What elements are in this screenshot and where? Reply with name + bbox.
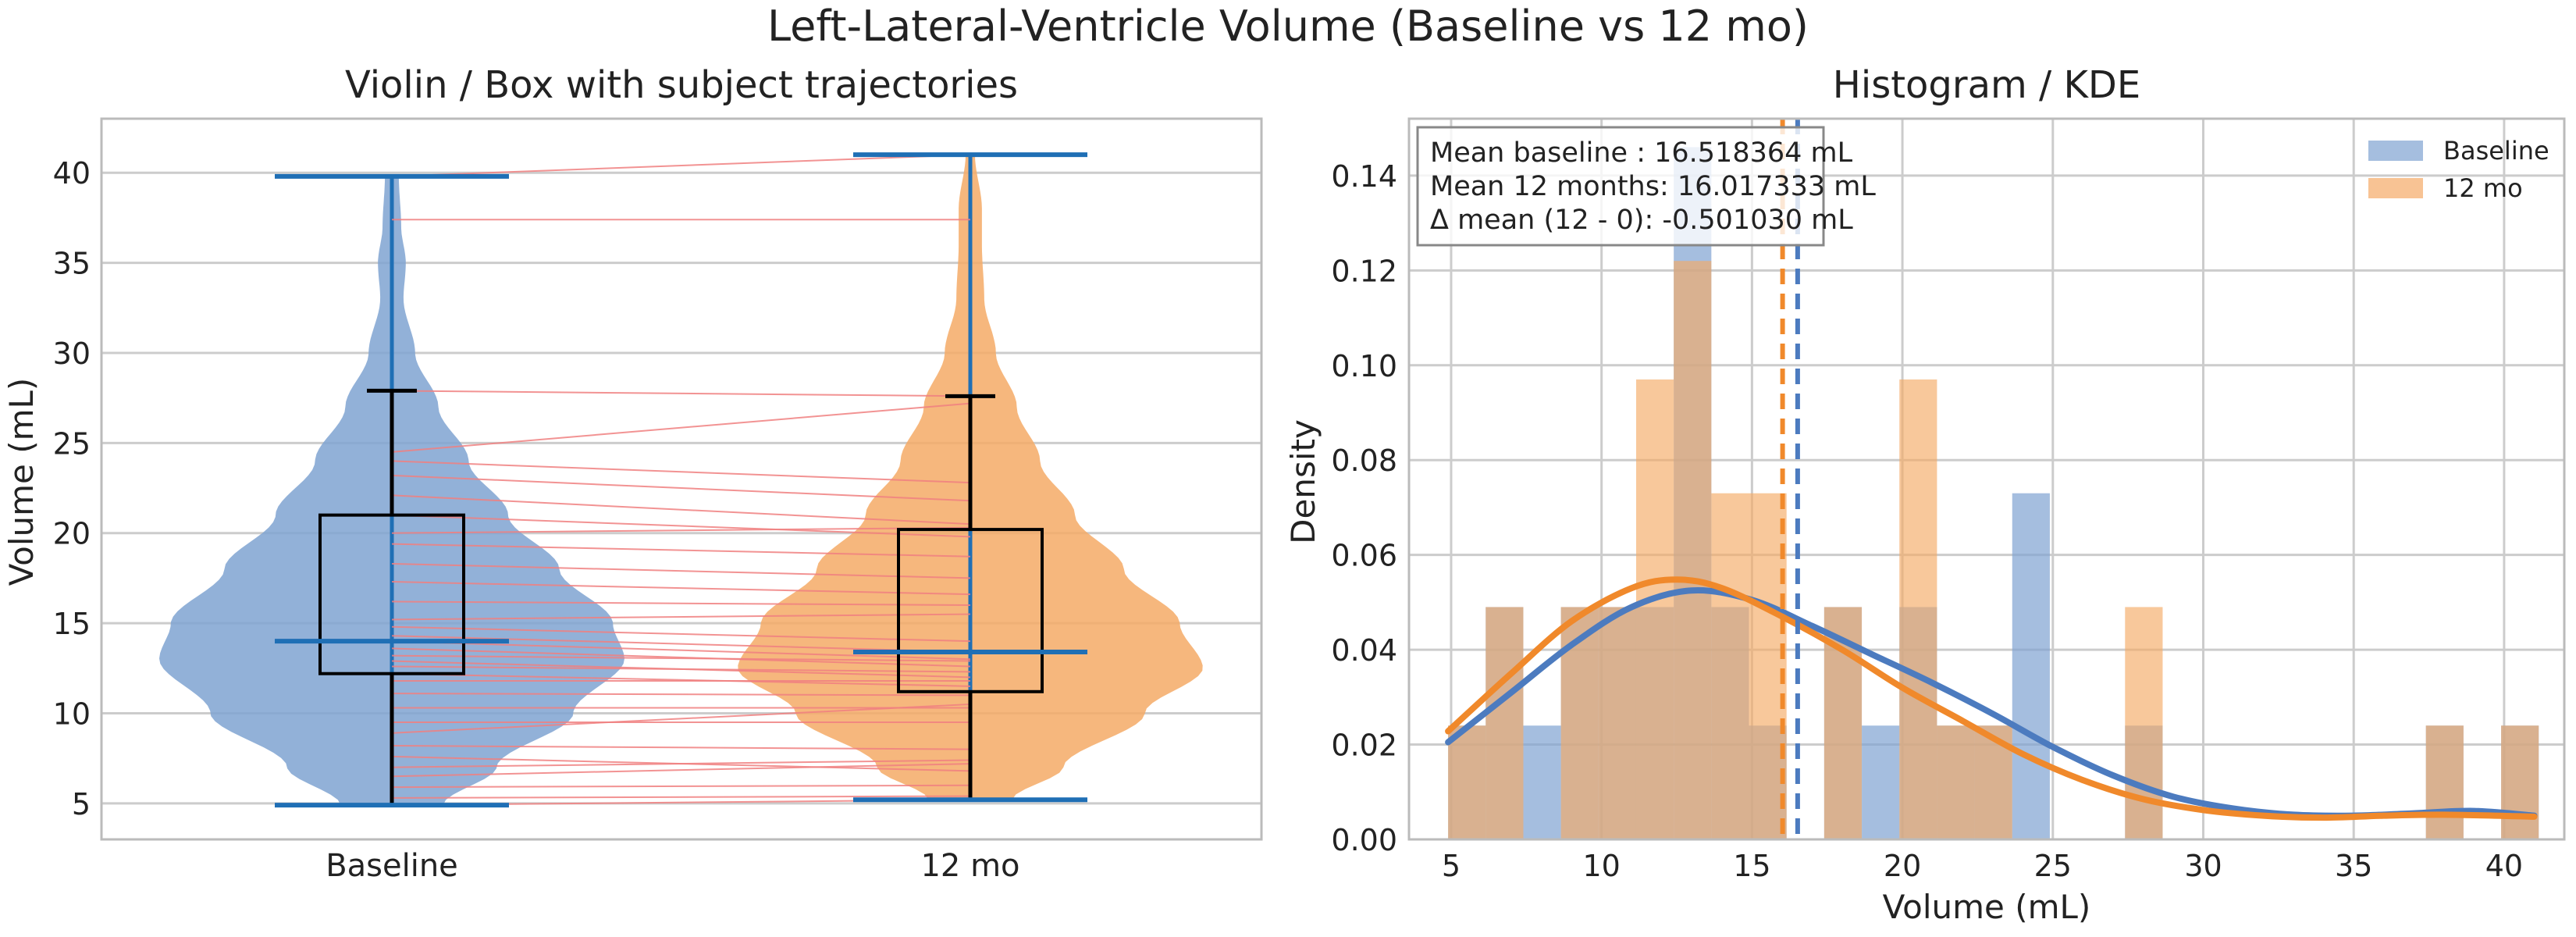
annotation-line-mean-12-months: Mean 12 months: 16.017333 mL (1430, 171, 1876, 202)
x-tick-label-30: 30 (2184, 849, 2222, 883)
histogram-kde-chart: Histogram / KDE Density Volume (mL) 5 10 1… (1284, 63, 2566, 926)
annotation-box-frame (1416, 126, 1825, 247)
trajectory-line (391, 693, 971, 697)
trajectory-line (391, 460, 971, 484)
trajectory-line (391, 526, 971, 534)
annotation-line-mean-baseline: Mean baseline : 16.518364 mL (1430, 137, 1853, 169)
histogram-chart-ylabel: Density (1284, 419, 1322, 544)
trajectory-line (391, 795, 971, 799)
histogram-chart-xlabel: Volume (mL) (1883, 888, 2091, 926)
trajectory-line (391, 474, 971, 502)
y-tick-label-35: 35 (53, 247, 91, 281)
trajectory-line (391, 784, 971, 789)
trajectory-line (391, 613, 971, 621)
violin-axis-ticks: 5 10 15 20 25 30 35 40 Baseline 12 mo (53, 156, 1020, 884)
trajectory-line (391, 562, 971, 579)
x-tick-label-baseline: Baseline (326, 848, 458, 884)
y-tick-label-40: 40 (53, 156, 91, 191)
box-iqr-1 (897, 528, 1044, 693)
x-tick-label-12-mo: 12 mo (920, 848, 1019, 884)
kde-curves (1445, 576, 2538, 821)
trajectory-line (391, 665, 971, 673)
violin-plot-frame (100, 117, 1263, 841)
y-tick-label-6: 0.12 (1331, 254, 1397, 288)
y-tick-label-5: 0.10 (1331, 349, 1397, 383)
trajectory-line (391, 154, 971, 177)
y-tick-label-20: 20 (53, 517, 91, 551)
y-tick-label-30: 30 (53, 337, 91, 371)
mean-annotation-box: Mean baseline : 16.518364 mL Mean 12 mon… (1416, 126, 1876, 247)
trajectory-line (391, 745, 971, 750)
x-tick-label-5: 5 (1442, 849, 1461, 883)
trajectory-line (391, 600, 971, 607)
violin-chart-title: Violin / Box with subject trajectories (345, 63, 1018, 107)
histogram-bar-baseline (1523, 725, 1561, 839)
box-iqr-0 (318, 513, 465, 675)
trajectory-line (391, 390, 971, 397)
histogram-bar-12-mo (1448, 725, 1486, 839)
y-tick-label-10: 10 (53, 697, 91, 731)
trajectory-line (391, 763, 971, 778)
y-tick-label-0: 0.00 (1331, 823, 1397, 857)
violin-chart-ylabel: Volume (mL) (2, 378, 41, 586)
y-tick-label-4: 0.08 (1331, 444, 1397, 478)
histogram-bars (1448, 147, 2539, 840)
x-tick-label-40: 40 (2485, 849, 2523, 883)
trajectory-line (391, 703, 971, 734)
x-tick-label-35: 35 (2335, 849, 2372, 883)
histogram-bar-12-mo (1598, 607, 1636, 839)
histogram-bar-baseline (2012, 493, 2050, 839)
trajectory-line (391, 635, 971, 654)
legend-label-12-mo: 12 mo (2443, 173, 2523, 203)
legend-label-baseline: Baseline (2443, 136, 2549, 166)
histogram-bar-12-mo (1899, 379, 1937, 840)
y-tick-label-7: 0.14 (1331, 159, 1397, 194)
x-tick-label-10: 10 (1582, 849, 1620, 883)
y-tick-label-3: 0.06 (1331, 539, 1397, 573)
histogram-bar-12-mo (1635, 379, 1674, 840)
histogram-chart-title: Histogram / KDE (1833, 63, 2140, 107)
figure-suptitle: Left-Lateral-Ventricle Volume (Baseline … (767, 2, 1809, 51)
violin-extrema-bars (275, 152, 1087, 808)
histogram-bar-baseline (1862, 725, 1900, 839)
histogram-bar-12-mo (1711, 493, 1749, 839)
x-tick-label-25: 25 (2034, 849, 2072, 883)
legend-swatch-baseline (2368, 141, 2423, 161)
histogram-legend: Baseline 12 mo (2368, 136, 2549, 203)
subject-trajectories (391, 154, 971, 807)
x-tick-label-20: 20 (1884, 849, 1921, 883)
trajectory-line (391, 543, 971, 558)
trajectory-line (391, 654, 971, 662)
legend-swatch-12-mo (2368, 178, 2423, 198)
histogram-bar-12-mo (2501, 725, 2539, 839)
trajectory-line (391, 647, 971, 668)
y-tick-label-2: 0.04 (1331, 633, 1397, 668)
trajectory-line (391, 494, 971, 526)
violin-box-chart: Violin / Box with subject trajectories V… (2, 63, 1263, 884)
y-tick-label-1: 0.02 (1331, 729, 1397, 763)
trajectory-line (391, 759, 971, 768)
trajectory-line (391, 402, 971, 453)
mean-lines (1780, 119, 1800, 839)
trajectory-line (391, 514, 971, 538)
kde-curve-12-mo (1445, 576, 2538, 821)
histogram-bar-12-mo (1485, 607, 1524, 839)
trajectory-line (391, 581, 971, 596)
histogram-axis-ticks: 5 10 15 20 25 30 35 40 0.00 0.02 0.04 0.06 0.08 0.10 0… (1331, 159, 2523, 883)
trajectory-line (391, 625, 971, 643)
annotation-line-delta-mean: Δ mean (12 - 0): -0.501030 mL (1430, 205, 1853, 236)
trajectory-line (391, 640, 971, 661)
histogram-bar-12-mo (1674, 261, 1712, 840)
y-tick-label-5: 5 (72, 787, 91, 821)
histogram-plot-frame (1407, 117, 2566, 841)
y-tick-label-25: 25 (53, 426, 91, 461)
histogram-bar-12-mo (1937, 725, 1975, 839)
x-tick-label-15: 15 (1733, 849, 1770, 883)
histogram-bar-12-mo (2425, 725, 2464, 839)
trajectory-line (391, 672, 971, 687)
y-tick-label-15: 15 (53, 607, 91, 641)
